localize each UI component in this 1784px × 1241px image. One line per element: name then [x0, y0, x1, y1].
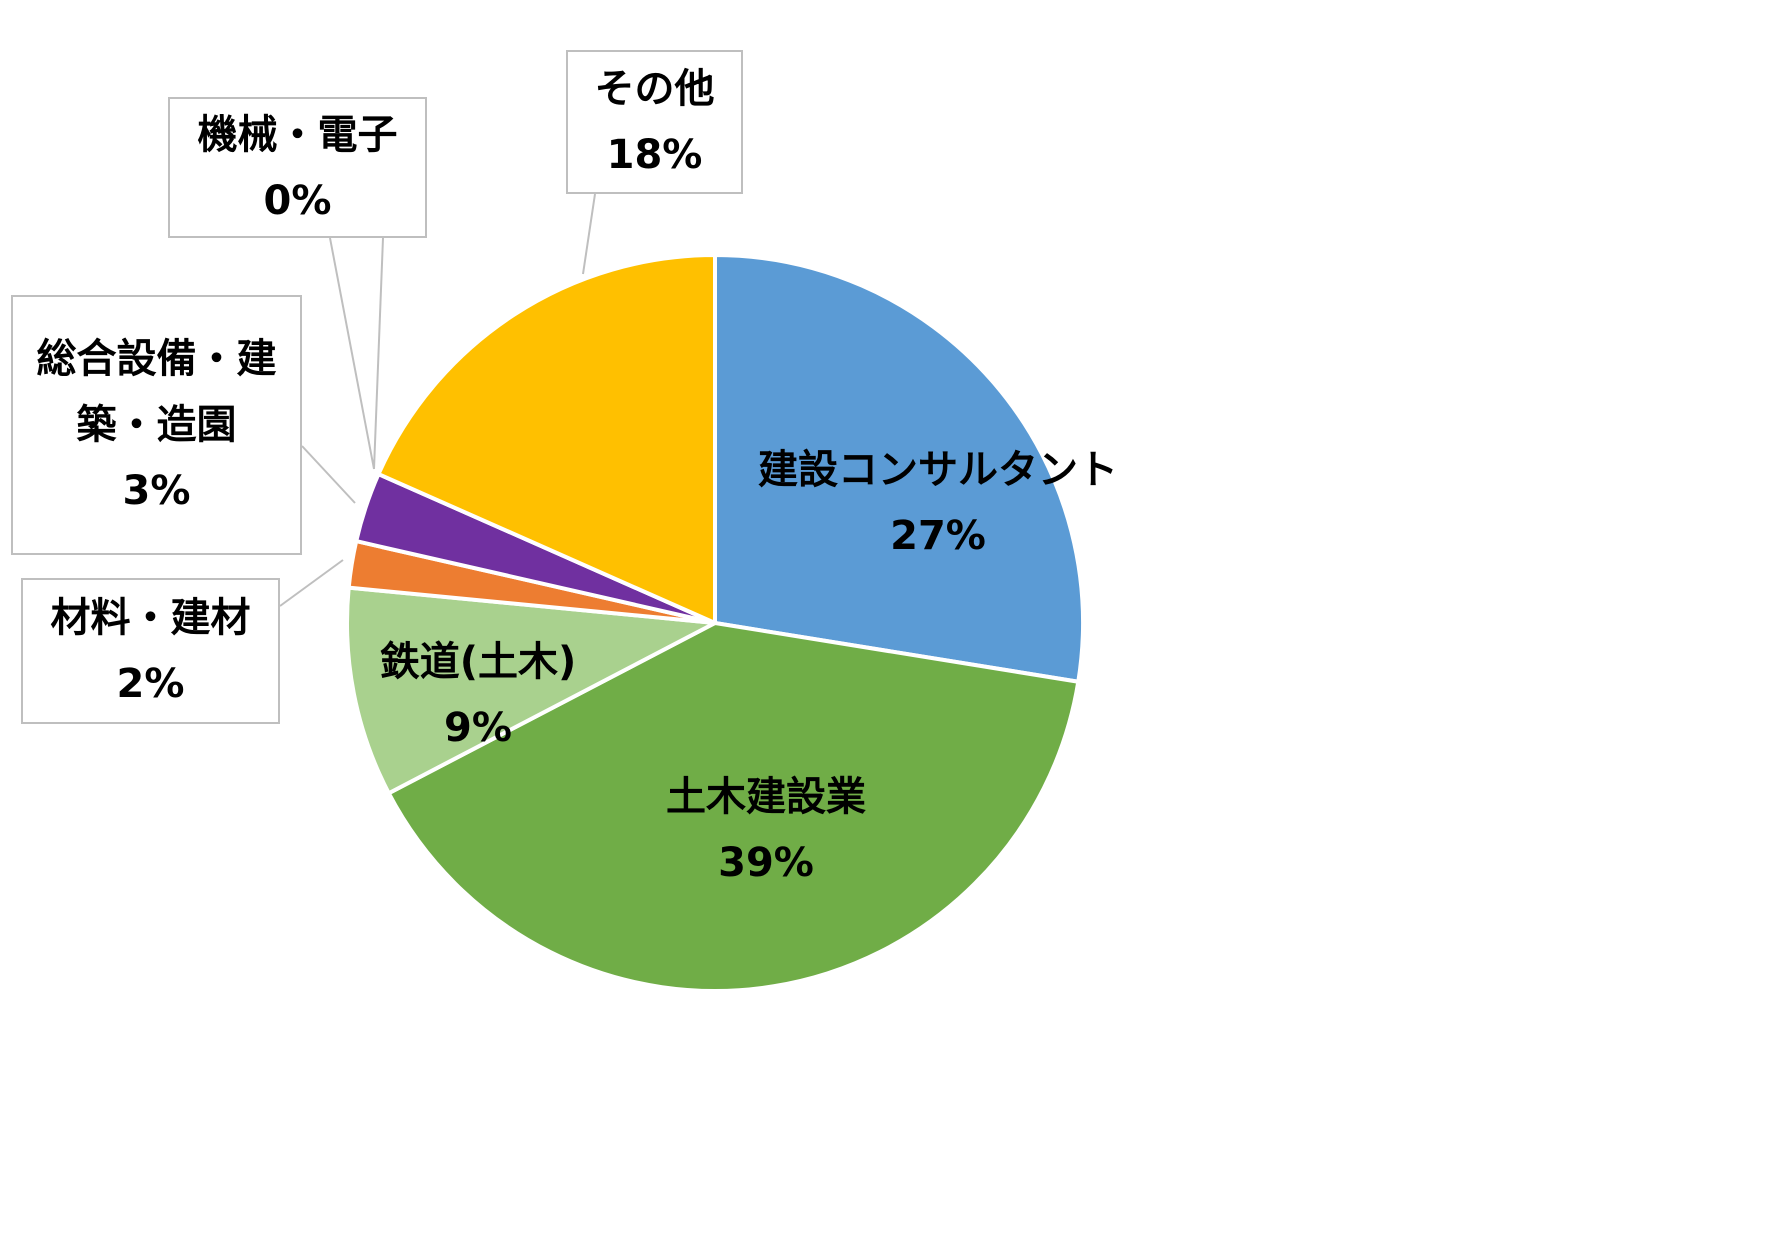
value-label: 0% — [263, 177, 332, 224]
pie — [345, 253, 1085, 993]
category-label: 土木建設業 — [666, 774, 866, 820]
value-label: 3% — [122, 468, 191, 514]
category-label: 鉄道(土木) — [379, 639, 577, 685]
pie-slice — [376, 253, 717, 625]
value-label: 39% — [718, 840, 814, 886]
leader-line — [301, 445, 356, 504]
data-label: 鉄道(土木) 9% — [380, 629, 577, 761]
leader-line — [279, 559, 344, 607]
category-label: 総合設備・建築・造園 — [36, 336, 277, 448]
category-label: 機械・電子 — [197, 111, 398, 158]
pie-slice — [713, 253, 1085, 684]
data-label: 総合設備・建築・造園 3% — [11, 295, 302, 555]
pie-slice — [345, 585, 717, 796]
leader-line — [582, 193, 596, 275]
pie-slice — [386, 621, 1081, 993]
value-label: 27% — [890, 513, 986, 559]
data-label: 土木建設業 39% — [666, 764, 866, 896]
value-label: 2% — [116, 661, 185, 707]
data-label: 機械・電子 0% — [168, 97, 427, 238]
category-label: 材料・建材 — [50, 595, 251, 641]
data-label: 建設コンサルタント 27% — [758, 437, 1118, 569]
leader-lines — [279, 193, 596, 607]
data-label: 材料・建材 2% — [21, 578, 280, 724]
category-label: その他 — [594, 66, 715, 112]
value-label: 9% — [444, 705, 512, 751]
category-label: 建設コンサルタント — [758, 447, 1118, 493]
value-label: 18% — [606, 132, 703, 178]
leader-line — [329, 237, 384, 470]
data-label: その他 18% — [566, 50, 743, 194]
